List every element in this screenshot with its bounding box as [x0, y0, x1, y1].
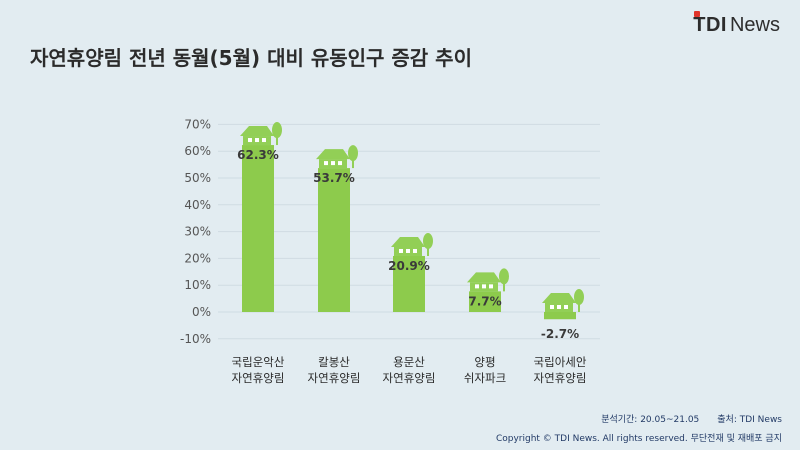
y-tick-label: 70%	[184, 117, 211, 131]
house-window	[262, 138, 266, 143]
category-label: 국립운악산	[232, 355, 285, 369]
data-label: 62.3%	[237, 148, 279, 162]
bar	[469, 291, 501, 312]
y-tick-label: 0%	[192, 305, 211, 319]
house-tree-icon	[542, 289, 584, 312]
house-window	[550, 305, 554, 309]
y-tick-label: 40%	[184, 198, 211, 212]
house-window	[406, 248, 410, 253]
tree-crown	[574, 289, 584, 305]
tree-crown	[348, 145, 358, 162]
data-label: -2.7%	[541, 327, 579, 341]
category-label: 쉬자파크	[464, 371, 506, 385]
category-label: 국립아세안	[534, 355, 587, 369]
footer-meta: 분석기간: 20.05~21.05 출처: TDI News	[583, 412, 782, 425]
logo-tdi: TDI	[693, 11, 727, 36]
house-window	[331, 161, 335, 166]
bar	[393, 255, 425, 312]
y-tick-label: 60%	[184, 144, 211, 158]
category-label: 자연휴양림	[534, 371, 587, 385]
tree-trunk	[276, 136, 278, 146]
house-tree-icon	[316, 145, 358, 169]
bar	[242, 145, 274, 312]
copyright-notice: Copyright © TDI News. All rights reserve…	[495, 434, 782, 444]
data-label: 20.9%	[388, 259, 430, 273]
analysis-period: 분석기간: 20.05~21.05	[601, 415, 700, 425]
tree-trunk	[427, 246, 429, 256]
house-tree-icon	[467, 268, 509, 292]
category-label: 자연휴양림	[232, 371, 285, 385]
tree-crown	[423, 232, 433, 249]
house-roof	[240, 126, 274, 137]
tree-trunk	[578, 303, 580, 312]
house-roof	[316, 149, 350, 160]
house-window	[413, 248, 417, 253]
y-tick-label: 20%	[184, 251, 211, 265]
data-label: 53.7%	[313, 171, 355, 185]
house-window	[338, 161, 342, 166]
house-window	[482, 284, 486, 289]
house-roof	[391, 236, 425, 247]
house-roof	[467, 272, 501, 283]
house-window	[489, 284, 493, 289]
y-tick-label: 50%	[184, 171, 211, 185]
category-label: 자연휴양림	[308, 371, 361, 385]
tree-trunk	[352, 159, 354, 169]
y-tick-label: -10%	[180, 332, 211, 346]
house-tree-icon	[391, 232, 433, 256]
bar	[544, 312, 576, 320]
tree-trunk	[503, 282, 505, 292]
tree-crown	[272, 122, 282, 139]
chart-title: 자연휴양림 전년 동월(5월) 대비 유동인구 증감 추이	[30, 46, 472, 70]
house-window	[557, 305, 561, 309]
house-roof	[542, 293, 576, 303]
house-window	[399, 248, 403, 253]
y-tick-label: 30%	[184, 225, 211, 239]
house-tree-icon	[240, 122, 282, 146]
category-label: 칼봉산	[318, 355, 350, 369]
data-label: 7.7%	[468, 294, 501, 308]
house-window	[324, 161, 328, 166]
house-window	[248, 138, 252, 143]
category-label: 자연휴양림	[383, 371, 436, 385]
logo-news: News	[729, 14, 780, 36]
tree-crown	[499, 268, 509, 285]
y-tick-label: 10%	[184, 278, 211, 292]
category-label: 양평	[474, 355, 495, 369]
house-window	[564, 305, 568, 309]
tdi-news-logo: TDI News	[693, 11, 780, 37]
data-source: 출처: TDI News	[717, 415, 782, 425]
category-label: 용문산	[393, 355, 425, 369]
house-window	[475, 284, 479, 289]
bar	[318, 168, 350, 312]
house-window	[255, 138, 259, 143]
